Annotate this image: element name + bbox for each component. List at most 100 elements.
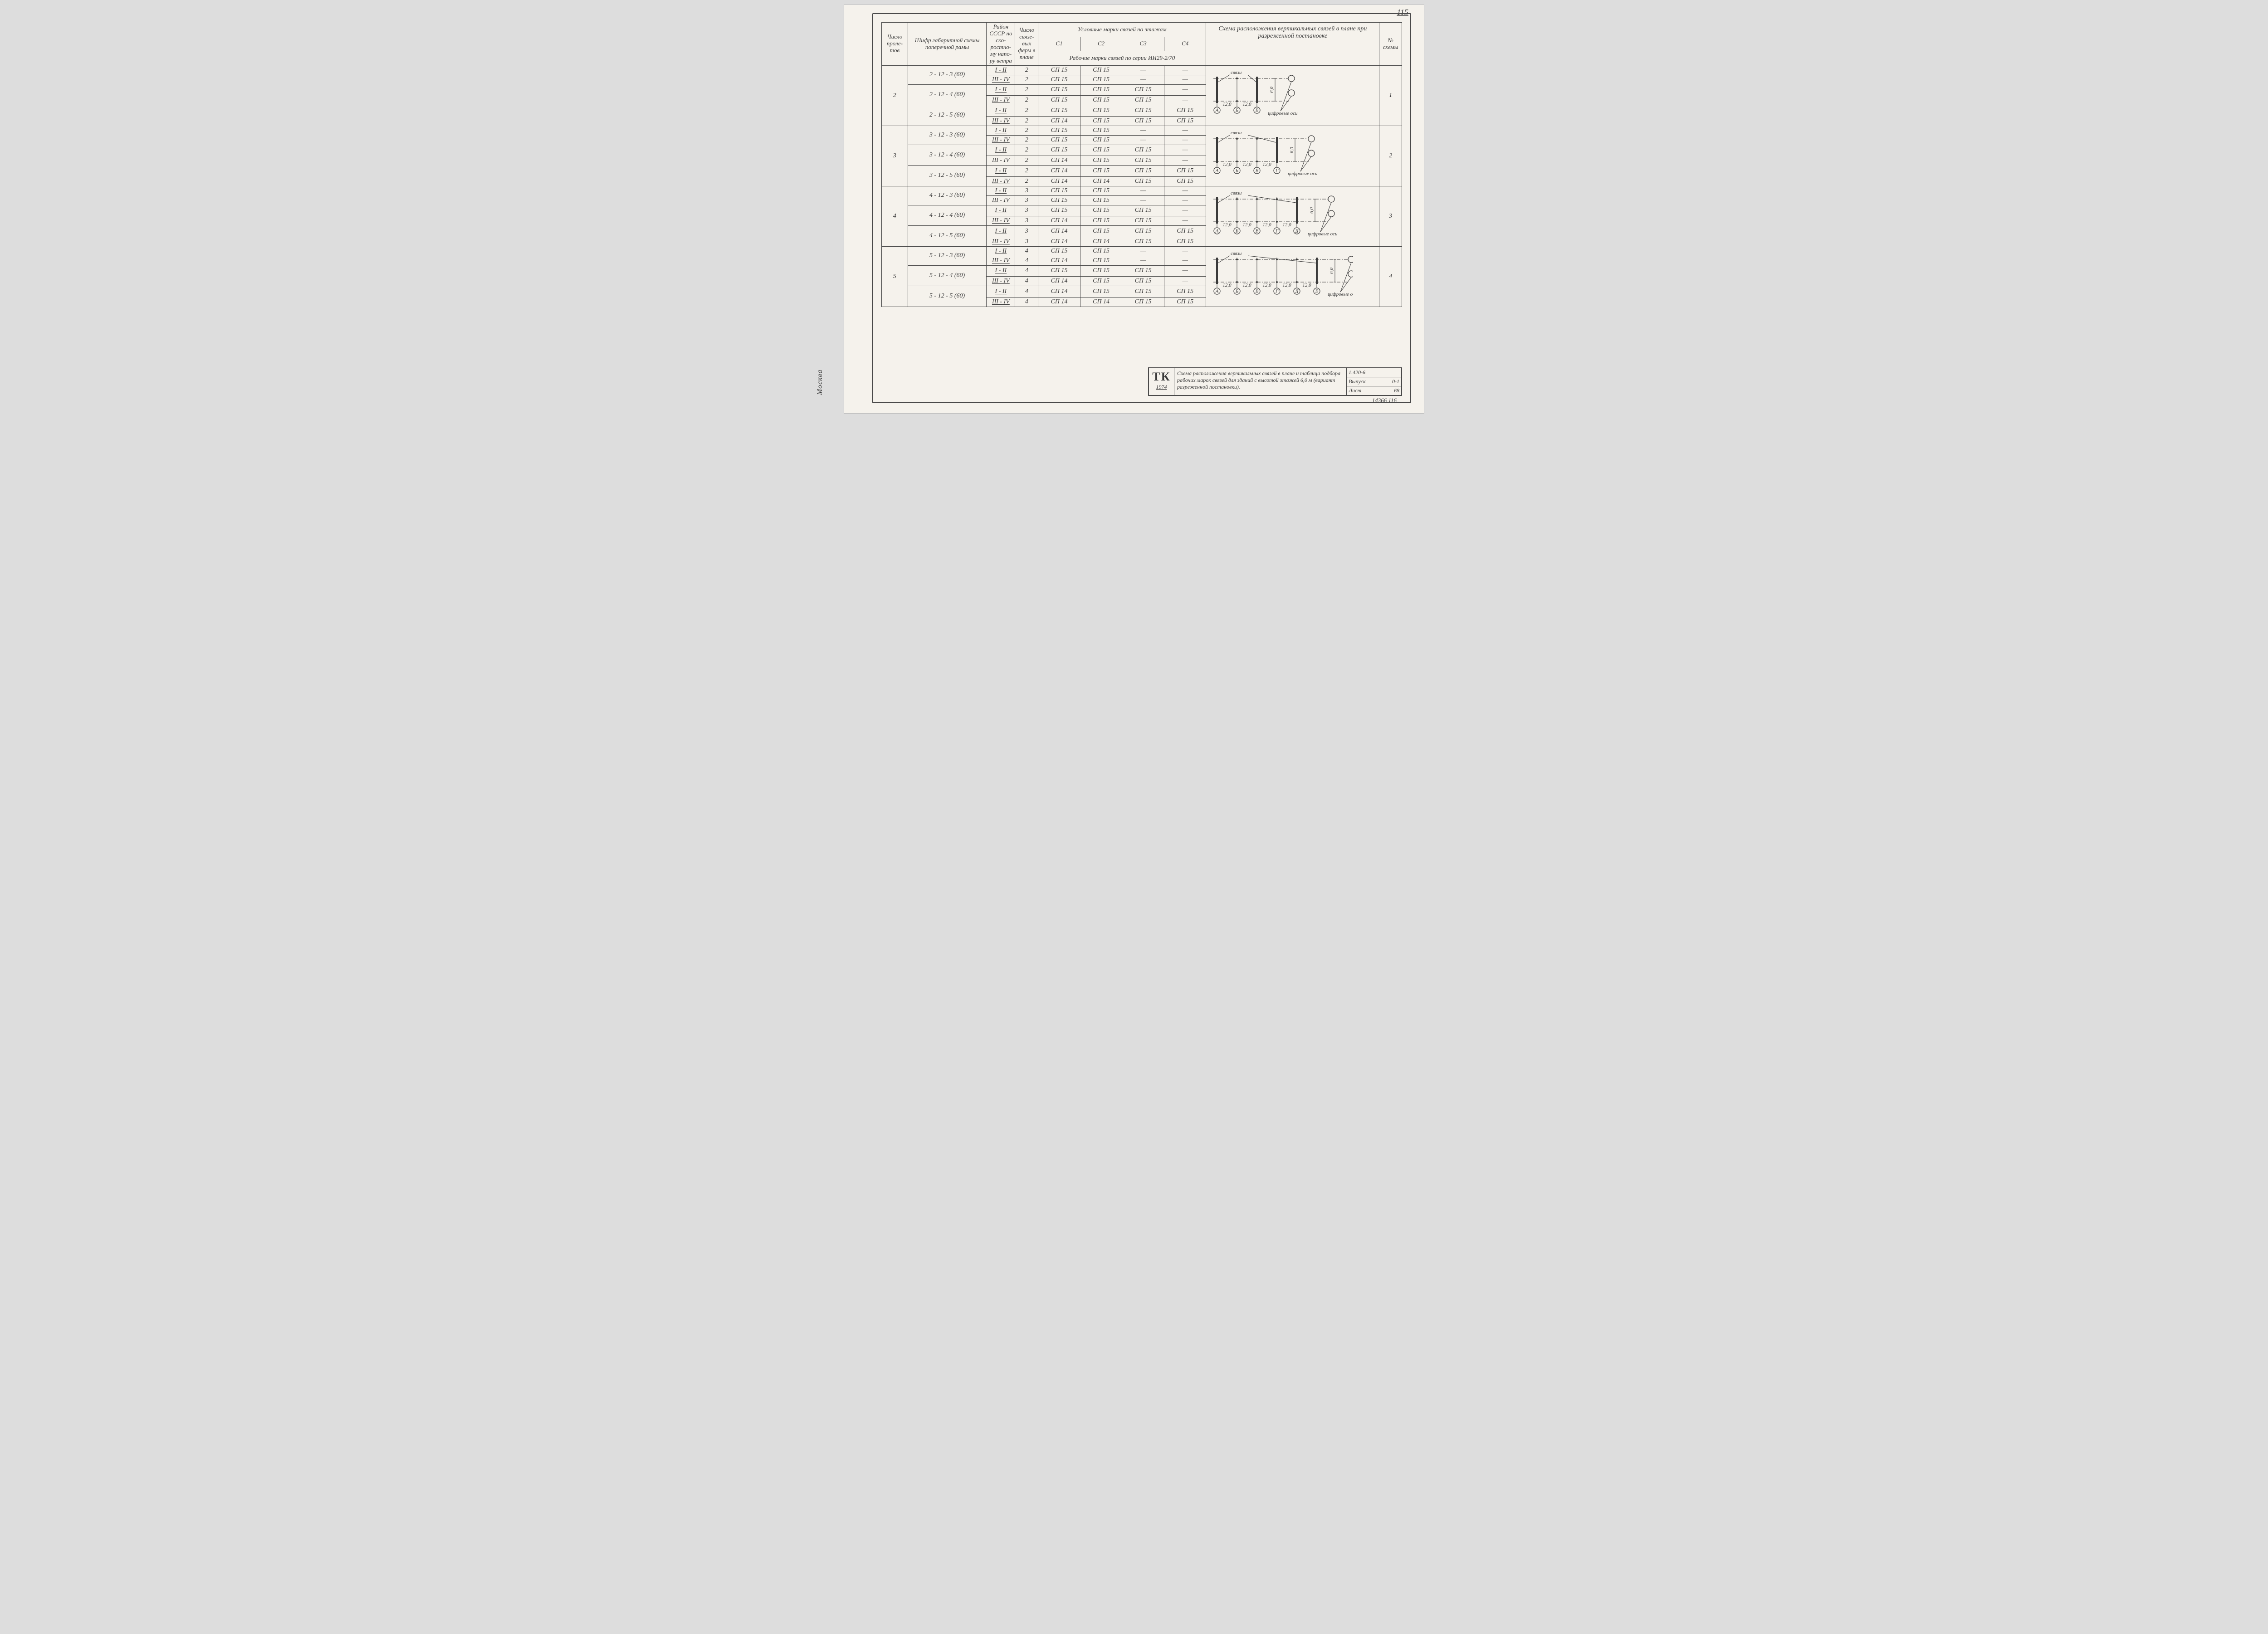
cell-c1: СП 15 xyxy=(1038,126,1080,135)
hdr-region: Район СССР по ско-ростно-му напо-ру ветр… xyxy=(987,23,1015,66)
svg-text:12,0: 12,0 xyxy=(1263,222,1272,228)
cell-region: III - IV xyxy=(987,297,1015,307)
cell-c4: — xyxy=(1164,135,1206,145)
cell-c3: СП 15 xyxy=(1122,205,1164,216)
cell-c3: СП 15 xyxy=(1122,226,1164,237)
cell-ntruss: 3 xyxy=(1015,216,1038,226)
cell-c1: СП 14 xyxy=(1038,237,1080,246)
svg-text:связи: связи xyxy=(1231,130,1242,136)
svg-text:12,0: 12,0 xyxy=(1223,222,1232,228)
cell-c2: СП 14 xyxy=(1080,297,1122,307)
cell-c2: СП 15 xyxy=(1080,145,1122,156)
tk-year: 1974 xyxy=(1150,384,1173,390)
hdr-spans: Число проле-тов xyxy=(882,23,908,66)
cell-c2: СП 15 xyxy=(1080,205,1122,216)
cell-region: I - II xyxy=(987,286,1015,297)
cell-c1: СП 15 xyxy=(1038,246,1080,256)
svg-text:В: В xyxy=(1256,228,1259,234)
cell-code: 2 - 12 - 4 (60) xyxy=(908,84,987,105)
cell-c2: СП 14 xyxy=(1080,176,1122,186)
svg-text:Д: Д xyxy=(1295,288,1299,294)
hdr-scheme: Схема расположения вертикальных связей в… xyxy=(1206,23,1379,66)
cell-c2: СП 15 xyxy=(1080,116,1122,126)
cell-c2: СП 15 xyxy=(1080,277,1122,286)
cell-c3: СП 15 xyxy=(1122,156,1164,166)
cell-c3: СП 15 xyxy=(1122,265,1164,276)
cell-ntruss: 2 xyxy=(1015,145,1038,156)
cell-c3: СП 15 xyxy=(1122,216,1164,226)
title-codes: 1.420-6 Выпуск 0-1 Лист 68 xyxy=(1347,368,1401,395)
svg-text:А: А xyxy=(1215,107,1219,113)
cell-region: I - II xyxy=(987,105,1015,116)
cell-ntruss: 3 xyxy=(1015,226,1038,237)
cell-c1: СП 15 xyxy=(1038,96,1080,105)
cell-c1: СП 14 xyxy=(1038,277,1080,286)
svg-text:12,0: 12,0 xyxy=(1223,162,1232,167)
svg-text:12,0: 12,0 xyxy=(1263,283,1272,288)
cell-c4: — xyxy=(1164,145,1206,156)
cell-ntruss: 4 xyxy=(1015,265,1038,276)
cell-region: III - IV xyxy=(987,237,1015,246)
cell-region: III - IV xyxy=(987,135,1015,145)
cell-c4: СП 15 xyxy=(1164,166,1206,176)
svg-text:6,0: 6,0 xyxy=(1269,86,1275,93)
cell-c3: СП 15 xyxy=(1122,166,1164,176)
cell-c1: СП 15 xyxy=(1038,65,1080,75)
cell-ntruss: 4 xyxy=(1015,277,1038,286)
table-header: Число проле-тов Шифр габаритной схемы по… xyxy=(882,23,1402,66)
svg-text:12,0: 12,0 xyxy=(1223,102,1232,107)
svg-text:Б: Б xyxy=(1235,168,1239,173)
svg-text:12,0: 12,0 xyxy=(1243,222,1252,228)
svg-text:6,0: 6,0 xyxy=(1309,207,1315,213)
cell-ntruss: 3 xyxy=(1015,237,1038,246)
cell-spans: 4 xyxy=(882,186,908,246)
cell-c1: СП 14 xyxy=(1038,216,1080,226)
cell-c4: СП 15 xyxy=(1164,116,1206,126)
cell-c3: СП 15 xyxy=(1122,116,1164,126)
cell-c4: — xyxy=(1164,277,1206,286)
svg-text:В: В xyxy=(1256,168,1259,173)
cell-c1: СП 15 xyxy=(1038,265,1080,276)
cell-c4: — xyxy=(1164,96,1206,105)
cell-ntruss: 4 xyxy=(1015,256,1038,265)
cell-region: III - IV xyxy=(987,75,1015,84)
hdr-code: Шифр габаритной схемы поперечной рамы xyxy=(908,23,987,66)
cell-ntruss: 2 xyxy=(1015,135,1038,145)
svg-text:Б: Б xyxy=(1235,228,1239,234)
series-val: 1.420-6 xyxy=(1349,369,1365,376)
cell-code: 5 - 12 - 4 (60) xyxy=(908,265,987,286)
hdr-c2: С2 xyxy=(1080,37,1122,51)
cell-ntruss: 4 xyxy=(1015,297,1038,307)
cell-c4: — xyxy=(1164,246,1206,256)
cell-region: I - II xyxy=(987,65,1015,75)
cell-region: I - II xyxy=(987,246,1015,256)
cell-region: I - II xyxy=(987,265,1015,276)
cell-ntruss: 3 xyxy=(1015,205,1038,216)
cell-ntruss: 2 xyxy=(1015,126,1038,135)
cell-c3: — xyxy=(1122,186,1164,195)
cell-scheme-num: 2 xyxy=(1379,126,1402,186)
footer-number: 14366 116 xyxy=(1372,397,1397,404)
issue-lbl: Выпуск xyxy=(1349,378,1366,385)
cell-region: III - IV xyxy=(987,277,1015,286)
cell-c3: — xyxy=(1122,126,1164,135)
svg-text:цифровые оси: цифровые оси xyxy=(1288,171,1318,176)
cell-c2: СП 15 xyxy=(1080,166,1122,176)
cell-c1: СП 14 xyxy=(1038,156,1080,166)
cell-code: 5 - 12 - 3 (60) xyxy=(908,246,987,265)
cell-c4: — xyxy=(1164,205,1206,216)
cell-code: 5 - 12 - 5 (60) xyxy=(908,286,987,307)
cell-c1: СП 15 xyxy=(1038,145,1080,156)
main-table: Число проле-тов Шифр габаритной схемы по… xyxy=(881,22,1402,307)
cell-region: I - II xyxy=(987,205,1015,216)
cell-c1: СП 15 xyxy=(1038,105,1080,116)
cell-c2: СП 15 xyxy=(1080,246,1122,256)
cell-ntruss: 2 xyxy=(1015,84,1038,95)
cell-c3: СП 15 xyxy=(1122,297,1164,307)
cell-c4: СП 15 xyxy=(1164,286,1206,297)
hdr-c3: С3 xyxy=(1122,37,1164,51)
svg-text:В: В xyxy=(1256,107,1259,113)
side-label: Москва xyxy=(816,369,824,395)
cell-ntruss: 2 xyxy=(1015,166,1038,176)
svg-text:цифровые оси: цифровые оси xyxy=(1328,292,1353,297)
